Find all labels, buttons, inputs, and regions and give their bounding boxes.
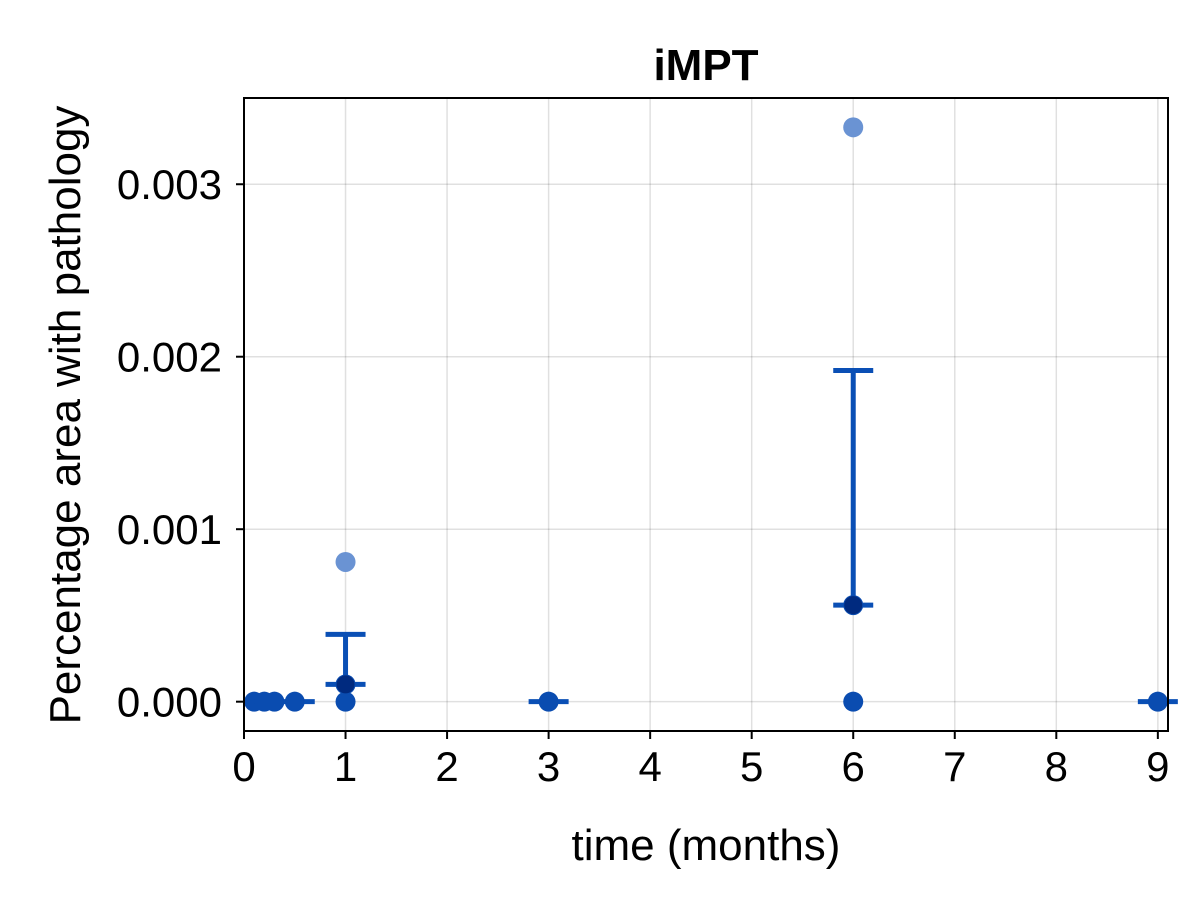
errorbar-layer <box>274 368 1178 705</box>
data-point <box>1147 691 1168 712</box>
x-tick-label: 4 <box>638 743 661 790</box>
point-layer <box>244 117 1168 712</box>
tick-layer <box>236 183 1159 739</box>
x-tick-label: 5 <box>740 743 763 790</box>
x-tick-label: 1 <box>334 743 357 790</box>
data-point <box>843 691 864 712</box>
errorbar <box>833 368 874 608</box>
data-point <box>538 691 559 712</box>
grid-layer <box>243 98 1168 731</box>
label-layer: 0 1 2 3 4 5 6 7 8 9 0.000 0.001 0.002 0.003 <box>117 161 1170 790</box>
data-point <box>335 551 356 572</box>
y-tick-label: 0.000 <box>117 679 222 726</box>
y-axis-title: Percentage area with pathology <box>41 106 90 725</box>
data-point <box>843 117 864 138</box>
y-tick-label: 0.002 <box>117 334 222 381</box>
data-point <box>264 691 285 712</box>
x-tick-label: 8 <box>1045 743 1068 790</box>
data-point <box>284 691 305 712</box>
median-point <box>336 675 355 694</box>
x-tick-label: 2 <box>435 743 458 790</box>
y-tick-label: 0.003 <box>117 161 222 208</box>
x-tick-label: 0 <box>232 743 255 790</box>
median-point <box>844 596 863 615</box>
x-tick-label: 6 <box>842 743 865 790</box>
x-axis-title: time (months) <box>572 821 841 870</box>
x-tick-label: 3 <box>537 743 560 790</box>
x-tick-label: 9 <box>1146 743 1169 790</box>
x-tick-label: 7 <box>943 743 966 790</box>
chart-title: iMPT <box>653 41 758 90</box>
y-tick-label: 0.001 <box>117 506 222 553</box>
data-point <box>335 691 356 712</box>
plot-frame <box>243 97 1169 732</box>
